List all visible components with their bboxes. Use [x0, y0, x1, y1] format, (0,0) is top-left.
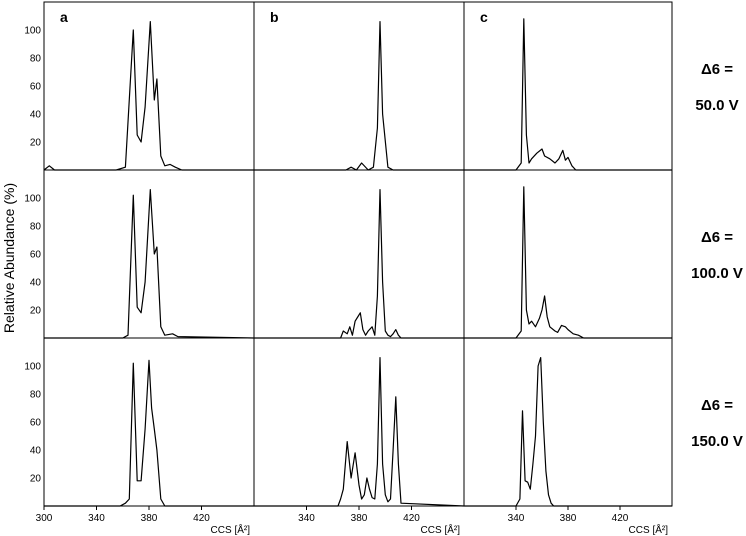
- x-axis-label: CCS [Å²]: [421, 523, 461, 536]
- x-tick-label: 420: [193, 513, 210, 524]
- y-axis-label: Relative Abundance (%): [1, 183, 17, 333]
- series-line: [44, 359, 254, 507]
- panel-frame: [43, 169, 255, 339]
- plot-grid: [43, 1, 673, 507]
- y-tick-label: 100: [24, 194, 41, 205]
- x-tick-label: 300: [36, 513, 53, 524]
- series-line: [464, 186, 672, 339]
- x-tick-label: 340: [508, 513, 525, 524]
- y-tick-label: 60: [30, 82, 42, 93]
- row-label-line2: 100.0 V: [691, 265, 743, 282]
- series-line: [464, 18, 672, 171]
- series-line: [464, 357, 672, 507]
- panel-frame: [253, 169, 465, 339]
- y-axis-group: 20 40 60 80 100 20 40 60 80 100 20 40 60 80 100: [24, 26, 41, 485]
- panel-frame: [43, 1, 255, 171]
- panel-c-2: [463, 337, 673, 507]
- y-tick-label: 80: [30, 222, 42, 233]
- x-tick-label: 380: [351, 513, 368, 524]
- panel-a-1: [43, 169, 255, 339]
- x-tick-label: 420: [612, 513, 629, 524]
- row-label-group: Δ6 = 50.0 V Δ6 = 100.0 V Δ6 = 150.0 V: [691, 61, 743, 450]
- y-tick-label: 80: [30, 54, 42, 65]
- y-tick-label: 40: [30, 446, 42, 457]
- series-line: [44, 189, 255, 339]
- panel-b-1: [253, 169, 465, 339]
- panel-c-1: [463, 169, 673, 339]
- series-line: [254, 357, 465, 507]
- panel-letter-group: a b c: [60, 9, 488, 25]
- row-label-line1: Δ6 =: [701, 229, 733, 246]
- panel-a-0: [43, 1, 255, 171]
- y-tick-label: 80: [30, 390, 42, 401]
- y-tick-label: 20: [30, 306, 42, 317]
- panel-letter-c: c: [480, 9, 488, 25]
- row-label-line1: Δ6 =: [701, 61, 733, 78]
- panel-b-2: [253, 337, 465, 507]
- x-tick-label: 340: [298, 513, 315, 524]
- y-tick-label: 60: [30, 418, 42, 429]
- x-tick-label: 420: [403, 513, 420, 524]
- row-label-line1: Δ6 =: [701, 397, 733, 414]
- x-tick-label: 380: [141, 513, 158, 524]
- x-tick-label: 340: [88, 513, 105, 524]
- panel-letter-a: a: [60, 9, 68, 25]
- series-line: [254, 21, 464, 171]
- panel-frame: [463, 337, 673, 507]
- series-line: [254, 189, 464, 339]
- x-axis-label: CCS [Å²]: [629, 523, 669, 536]
- row-label-line2: 50.0 V: [695, 97, 738, 114]
- panel-a-2: [43, 337, 255, 507]
- panel-b-0: [253, 1, 465, 171]
- row-label-line2: 150.0 V: [691, 433, 743, 450]
- y-tick-label: 100: [24, 26, 41, 37]
- y-tick-label: 40: [30, 110, 42, 121]
- panel-letter-b: b: [270, 9, 279, 25]
- x-tick-label: 380: [560, 513, 577, 524]
- panel-frame: [463, 1, 673, 171]
- y-tick-label: 60: [30, 250, 42, 261]
- panel-c-0: [463, 1, 673, 171]
- y-tick-label: 20: [30, 474, 42, 485]
- x-axis-label: CCS [Å²]: [211, 523, 251, 536]
- y-tick-label: 100: [24, 362, 41, 373]
- y-tick-label: 20: [30, 138, 42, 149]
- panel-frame: [253, 1, 465, 171]
- panel-frame: [463, 169, 673, 339]
- series-line: [43, 21, 254, 171]
- y-tick-label: 40: [30, 278, 42, 289]
